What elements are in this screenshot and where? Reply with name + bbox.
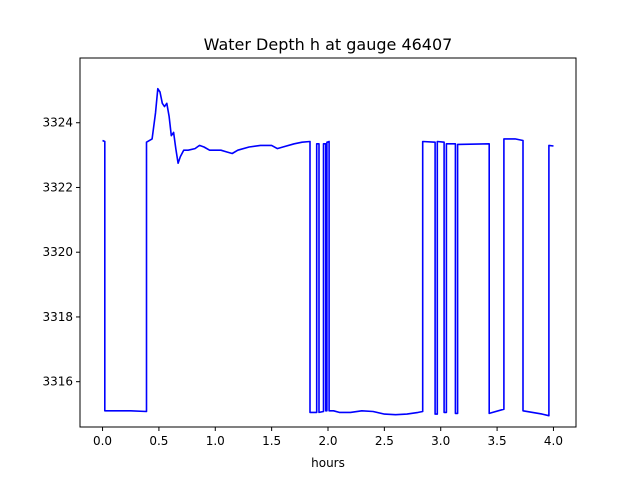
series-line-0 xyxy=(102,87,554,417)
x-axis-ticks: 0.0 0.5 1.0 1.5 2.0 2.5 3.0 3.5 4.0 xyxy=(93,427,563,448)
x-tick-label: 3.5 xyxy=(488,434,507,448)
y-axis-ticks: 3316 3318 3320 3322 3324 xyxy=(42,116,80,389)
y-tick-label: 3324 xyxy=(42,116,73,130)
x-tick-label: 1.5 xyxy=(262,434,281,448)
x-tick-label: 1.0 xyxy=(206,434,225,448)
chart-title: Water Depth h at gauge 46407 xyxy=(204,35,453,54)
plot-frame xyxy=(79,57,577,428)
y-tick-label: 3318 xyxy=(42,310,73,324)
x-tick-label: 2.5 xyxy=(375,434,394,448)
y-tick-label: 3320 xyxy=(42,245,73,259)
y-tick-label: 3322 xyxy=(42,180,73,194)
x-tick-label: 4.0 xyxy=(544,434,563,448)
x-axis-label: hours xyxy=(311,456,345,470)
y-tick-label: 3316 xyxy=(42,375,73,389)
x-tick-label: 0.5 xyxy=(149,434,168,448)
series-layer xyxy=(102,87,554,417)
x-tick-label: 0.0 xyxy=(93,434,112,448)
x-tick-label: 3.0 xyxy=(431,434,450,448)
x-tick-label: 2.0 xyxy=(318,434,337,448)
